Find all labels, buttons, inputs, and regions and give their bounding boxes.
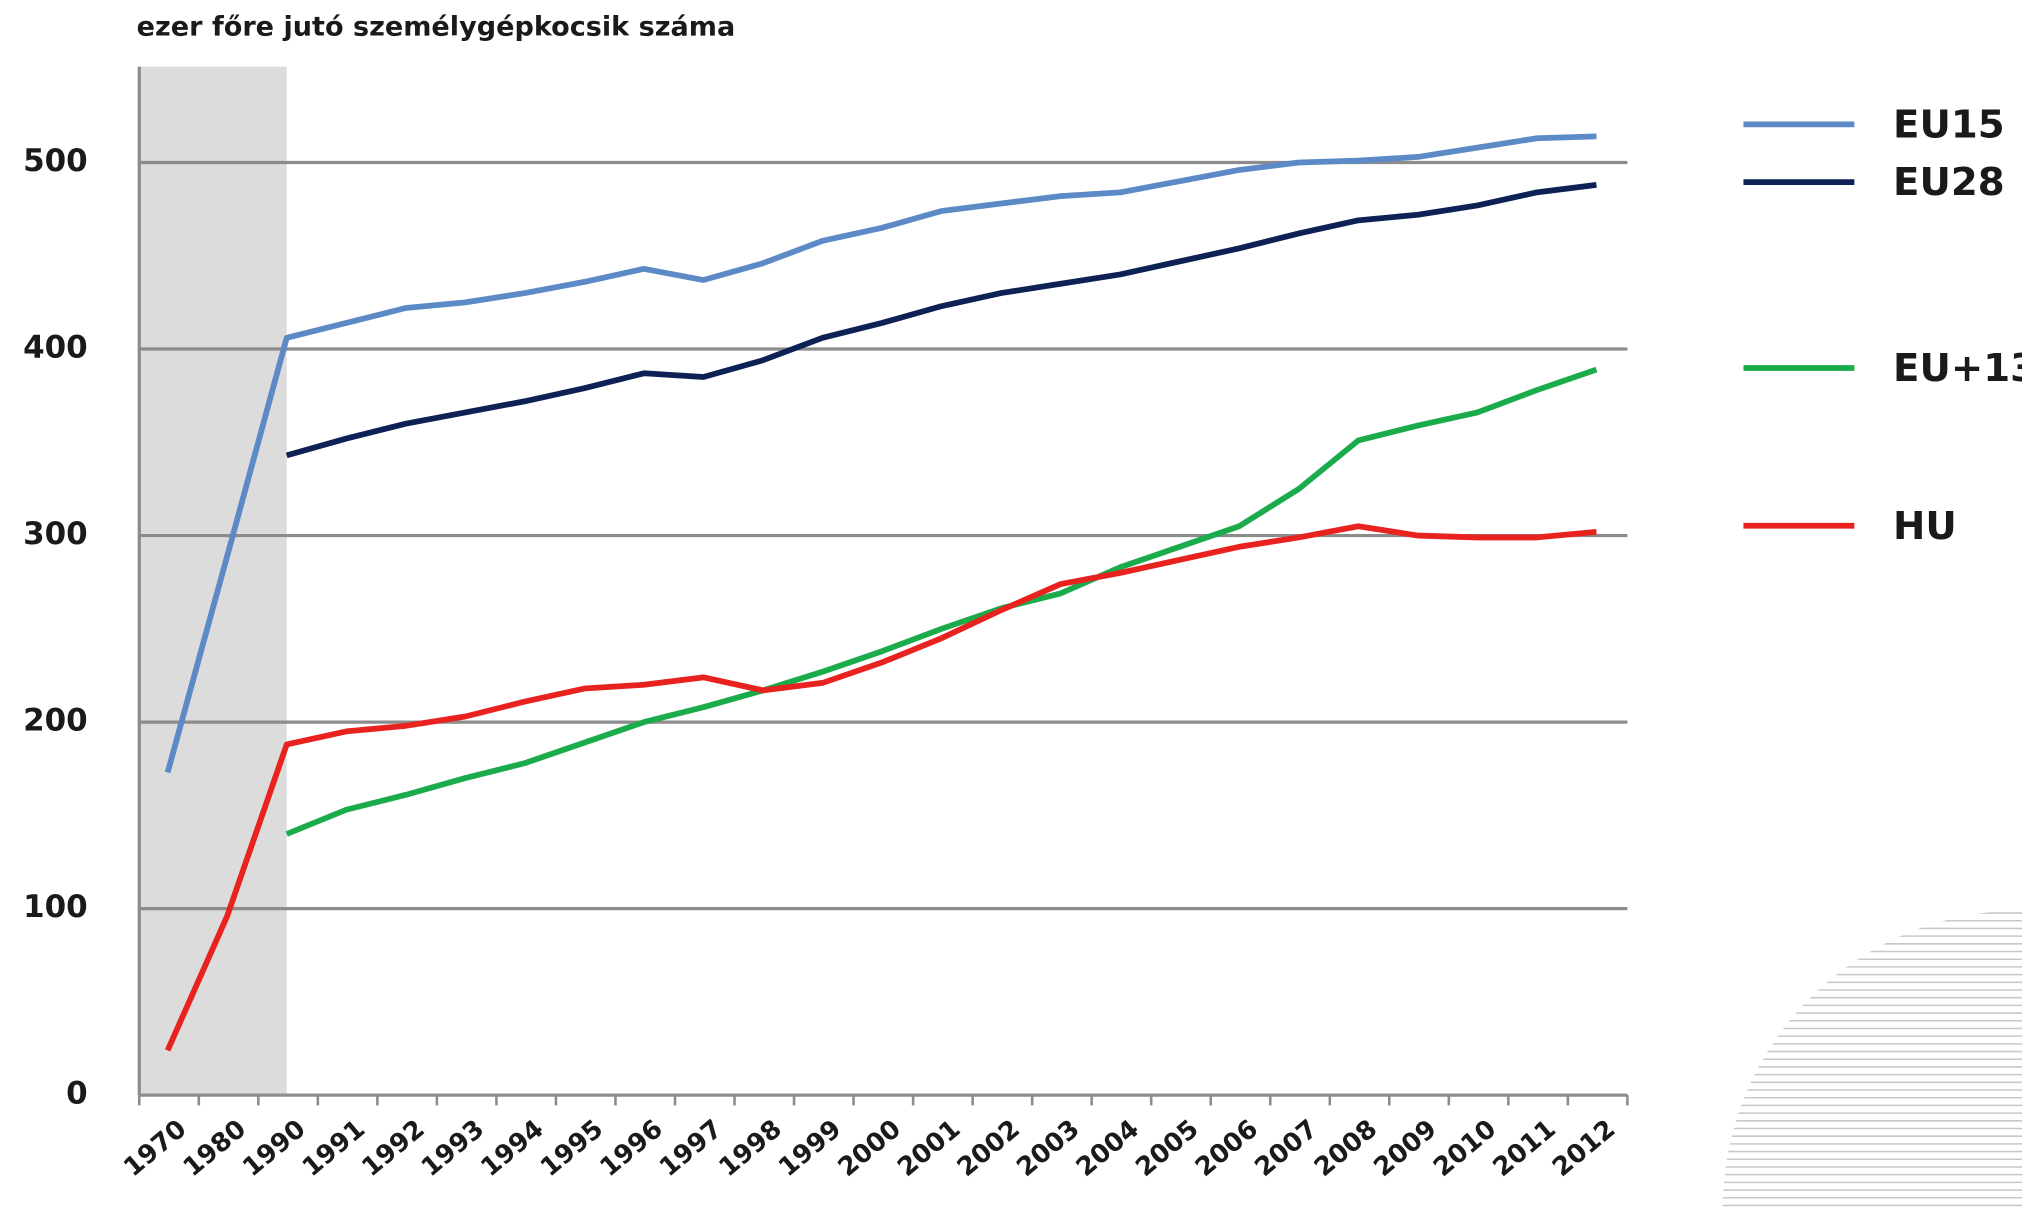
x-tick-label: 1980 bbox=[178, 1114, 252, 1183]
x-tick-label: 1991 bbox=[297, 1114, 371, 1183]
series-line bbox=[164, 523, 1597, 1052]
x-tick-label: 2005 bbox=[1130, 1114, 1204, 1183]
y-tick-label: 400 bbox=[23, 330, 88, 366]
x-tick-label: 1970 bbox=[118, 1114, 192, 1183]
x-tick-label: 1993 bbox=[416, 1114, 490, 1183]
y-tick-label: 200 bbox=[23, 703, 88, 739]
x-tick-label: 2003 bbox=[1011, 1114, 1085, 1183]
x-tick-label: 1998 bbox=[714, 1114, 788, 1183]
x-tick-label: 1995 bbox=[535, 1114, 609, 1183]
x-tick-label: 2011 bbox=[1487, 1114, 1561, 1183]
legend-label: EU15 bbox=[1893, 103, 2005, 148]
x-tick-label: 2008 bbox=[1309, 1114, 1383, 1183]
x-tick-label: 2006 bbox=[1190, 1114, 1264, 1183]
x-tick-label: 2001 bbox=[892, 1114, 966, 1183]
legend-label: EU+13 bbox=[1893, 346, 2022, 391]
x-tick-label: 2012 bbox=[1547, 1114, 1621, 1183]
chart-title: ezer főre jutó személygépkocsik száma bbox=[137, 12, 736, 43]
x-tick-label: 1992 bbox=[356, 1114, 430, 1183]
x-tick-label: 2002 bbox=[952, 1114, 1026, 1183]
x-tick-label: 1994 bbox=[475, 1114, 549, 1183]
legend-label: HU bbox=[1893, 504, 1957, 549]
x-tick-label: 2010 bbox=[1428, 1114, 1502, 1183]
series-line bbox=[164, 133, 1597, 774]
y-tick-label: 300 bbox=[23, 516, 88, 552]
x-tick-label: 2000 bbox=[833, 1114, 907, 1183]
y-tick-label: 0 bbox=[66, 1076, 88, 1112]
legend-label: EU28 bbox=[1893, 160, 2005, 205]
series-line bbox=[285, 182, 1597, 459]
x-tick-label: 1996 bbox=[594, 1114, 668, 1183]
y-tick-label: 500 bbox=[23, 143, 88, 179]
x-tick-label: 1990 bbox=[237, 1114, 311, 1183]
series-line bbox=[285, 366, 1598, 837]
x-tick-label: 1999 bbox=[773, 1114, 847, 1183]
x-tick-label: 2009 bbox=[1368, 1114, 1442, 1183]
y-tick-label: 100 bbox=[23, 889, 88, 925]
x-tick-label: 2004 bbox=[1071, 1114, 1145, 1183]
shaded-period bbox=[139, 66, 287, 1096]
x-tick-label: 2007 bbox=[1249, 1114, 1323, 1183]
decoration bbox=[1722, 912, 2022, 1207]
x-tick-label: 1997 bbox=[654, 1114, 728, 1183]
